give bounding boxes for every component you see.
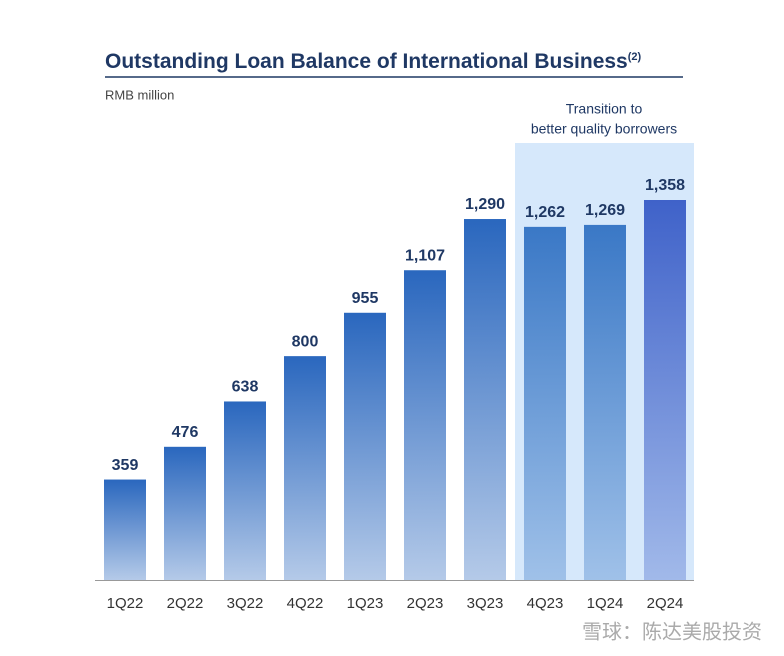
title-text: Outstanding Loan Balance of Internationa… — [105, 50, 628, 73]
bar — [644, 200, 686, 580]
chart-title: Outstanding Loan Balance of Internationa… — [105, 50, 642, 73]
value-label: 1,107 — [405, 247, 445, 264]
bar — [164, 446, 206, 580]
value-label: 476 — [172, 424, 199, 441]
annotation: better quality borrowers — [531, 121, 677, 137]
title-note: (2) — [628, 51, 642, 63]
x-tick-label: 3Q23 — [467, 595, 504, 612]
x-tick-label: 1Q24 — [587, 595, 624, 612]
bar — [524, 226, 566, 580]
value-label: 1,290 — [465, 196, 505, 213]
bar — [584, 224, 626, 580]
x-tick-label: 3Q22 — [227, 595, 264, 612]
x-tick-label: 2Q23 — [407, 595, 444, 612]
x-tick-label: 4Q22 — [287, 595, 324, 612]
value-label: 638 — [232, 379, 259, 396]
x-tick-label: 1Q22 — [107, 595, 144, 612]
watermark: 雪球：陈达美股投资 — [582, 620, 762, 643]
value-label: 1,269 — [585, 202, 625, 219]
bar — [464, 219, 506, 580]
bar — [224, 401, 266, 580]
annotation: Transition to — [566, 101, 643, 117]
subtitle: RMB million — [105, 87, 174, 102]
value-label: 955 — [352, 290, 379, 307]
x-tick-label: 2Q24 — [647, 595, 684, 612]
bar — [104, 479, 146, 580]
x-tick-label: 1Q23 — [347, 595, 384, 612]
value-label: 1,358 — [645, 177, 685, 194]
value-label: 1,262 — [525, 204, 565, 221]
bar — [404, 270, 446, 580]
value-label: 800 — [292, 333, 319, 350]
bar — [284, 356, 326, 580]
value-label: 359 — [112, 457, 139, 474]
bar — [344, 312, 386, 580]
x-tick-label: 2Q22 — [167, 595, 204, 612]
x-tick-label: 4Q23 — [527, 595, 564, 612]
